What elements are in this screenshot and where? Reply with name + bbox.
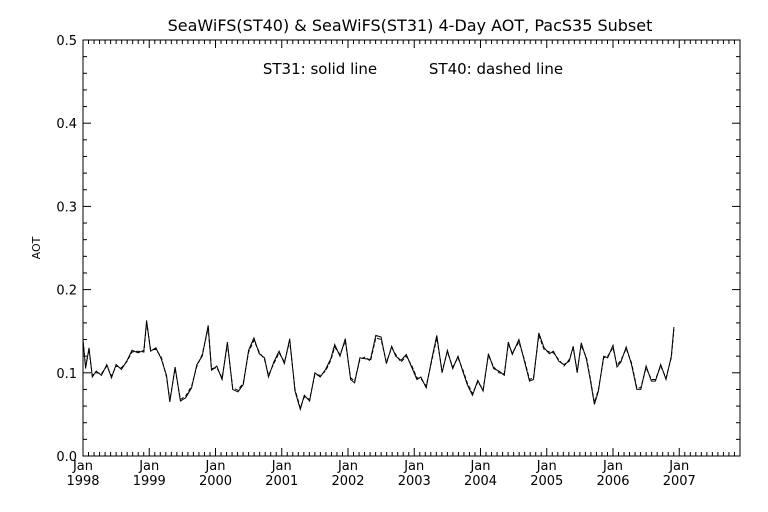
y-axis-label: AOT <box>30 236 43 259</box>
x-tick-month-label: Jan <box>469 459 490 474</box>
x-tick-year-label: 2001 <box>265 474 298 489</box>
x-tick-year-label: 2007 <box>663 474 696 489</box>
y-tick-label: 0.0 <box>56 450 77 465</box>
x-tick-month-label: Jan <box>138 459 159 474</box>
x-tick-year-label: 2006 <box>596 474 629 489</box>
series-line-st31 <box>82 320 675 412</box>
y-tick-label: 0.5 <box>56 34 77 49</box>
x-tick-month-label: Jan <box>72 459 93 474</box>
y-axis-ticks: 0.0 0.1 0.2 0.3 0.4 0.5 <box>56 34 740 465</box>
x-tick-month-label: Jan <box>668 459 689 474</box>
chart-title: SeaWiFS(ST40) & SeaWiFS(ST31) 4-Day AOT,… <box>168 16 653 35</box>
plot-frame <box>82 39 741 457</box>
x-tick-month-label: Jan <box>602 459 623 474</box>
y-tick-label: 0.2 <box>56 284 77 299</box>
x-tick-month-label: Jan <box>536 459 557 474</box>
y-tick-label: 0.4 <box>56 117 77 132</box>
x-tick-month-label: Jan <box>271 459 292 474</box>
legend-solid-note: ST31: solid line <box>263 60 377 78</box>
x-tick-month-label: Jan <box>403 459 424 474</box>
y-tick-label: 0.1 <box>56 367 77 382</box>
x-tick-month-label: Jan <box>204 459 225 474</box>
data-series <box>82 320 675 412</box>
x-tick-month-label: Jan <box>337 459 358 474</box>
legend-dashed-note: ST40: dashed line <box>429 60 563 78</box>
x-tick-year-label: 2000 <box>199 474 232 489</box>
series-line-st40 <box>82 322 675 410</box>
x-tick-year-label: 2004 <box>464 474 497 489</box>
y-tick-label: 0.3 <box>56 200 77 215</box>
x-tick-year-label: 1998 <box>66 474 99 489</box>
x-tick-year-label: 2003 <box>398 474 431 489</box>
plot-area <box>82 39 741 457</box>
x-axis-ticks: Jan1998Jan1999Jan2000Jan2001Jan2002Jan20… <box>66 40 741 489</box>
x-tick-year-label: 2005 <box>530 474 563 489</box>
x-tick-year-label: 1999 <box>133 474 166 489</box>
x-tick-year-label: 2002 <box>331 474 364 489</box>
